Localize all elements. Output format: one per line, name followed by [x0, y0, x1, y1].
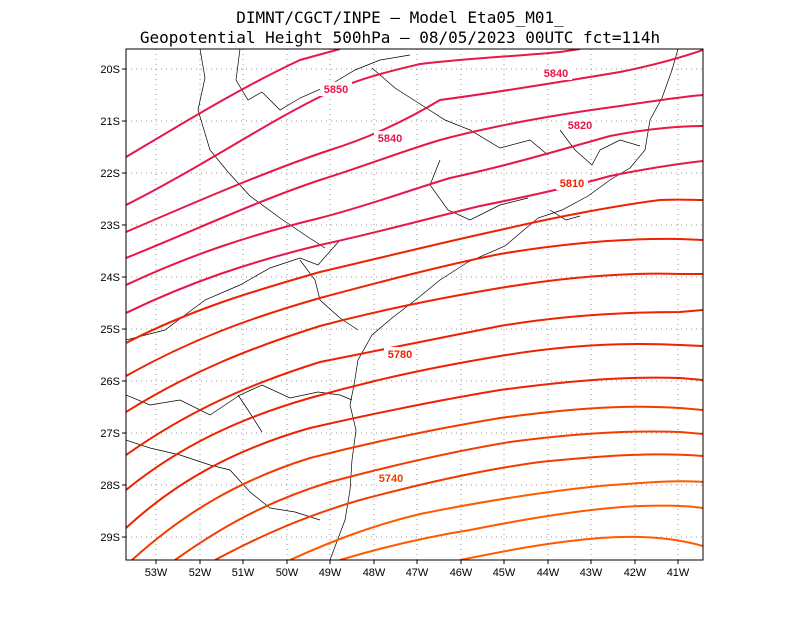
x-tick-label: 47W	[406, 567, 429, 579]
y-tick-label: 26S	[100, 376, 120, 388]
contour-line	[131, 405, 703, 560]
y-tick-label: 24S	[100, 272, 120, 284]
y-axis-labels: 20S 21S 22S 23S 24S 25S 26S 27S 28S 29S	[100, 64, 120, 544]
contour-line	[126, 49, 341, 158]
contour-line	[126, 198, 703, 344]
contour-line	[289, 480, 703, 560]
y-tick-label: 20S	[100, 64, 120, 76]
contour-line	[126, 125, 703, 286]
x-tick-label: 48W	[363, 567, 386, 579]
x-tick-label: 53W	[145, 567, 168, 579]
contour-line	[126, 49, 581, 206]
x-tick-label: 49W	[319, 567, 342, 579]
contour-labels: 5850 5840 5840 5820 5810 5780 5740	[320, 66, 596, 485]
y-tick-label: 21S	[100, 116, 120, 128]
x-tick-label: 52W	[189, 567, 212, 579]
height-contours	[126, 49, 703, 560]
contour-label: 5810	[560, 178, 584, 190]
contour-label: 5740	[379, 473, 403, 485]
contour-line	[126, 272, 703, 413]
x-tick-label: 43W	[580, 567, 603, 579]
y-tick-label: 28S	[100, 480, 120, 492]
y-tick-label: 22S	[100, 168, 120, 180]
x-tick-label: 46W	[450, 567, 473, 579]
y-tick-label: 29S	[100, 532, 120, 544]
contour-line	[126, 94, 703, 259]
x-tick-label: 51W	[232, 567, 255, 579]
coastline-and-borders	[126, 49, 679, 560]
contour-line	[339, 504, 703, 560]
contour-line	[126, 237, 703, 377]
contour-line	[126, 49, 703, 233]
contour-line	[174, 430, 703, 560]
contour-line	[459, 535, 703, 560]
contour-line	[126, 160, 703, 314]
contour-label: 5820	[568, 120, 592, 132]
contour-line	[126, 343, 703, 491]
x-tick-label: 41W	[667, 567, 690, 579]
x-axis-labels: 53W 52W 51W 50W 49W 48W 47W 46W 45W 44W …	[145, 567, 690, 579]
y-tick-label: 25S	[100, 324, 120, 336]
tick-marks	[122, 68, 679, 564]
contour-line	[214, 453, 703, 560]
contour-label: 5850	[324, 84, 348, 96]
contour-line	[126, 376, 703, 529]
contour-label: 5840	[378, 133, 402, 145]
contour-line	[126, 309, 703, 456]
x-tick-label: 45W	[493, 567, 516, 579]
map-title-line1: DIMNT/CGCT/INPE – Model Eta05_M01_	[236, 8, 564, 27]
plot-frame	[125, 48, 704, 561]
x-tick-label: 42W	[624, 567, 647, 579]
x-tick-label: 44W	[537, 567, 560, 579]
map-title-line2: Geopotential Height 500hPa – 08/05/2023 …	[139, 28, 661, 47]
x-tick-label: 50W	[276, 567, 299, 579]
y-tick-label: 27S	[100, 428, 120, 440]
y-tick-label: 23S	[100, 220, 120, 232]
contour-label: 5780	[388, 349, 412, 361]
contour-label: 5840	[544, 68, 568, 80]
